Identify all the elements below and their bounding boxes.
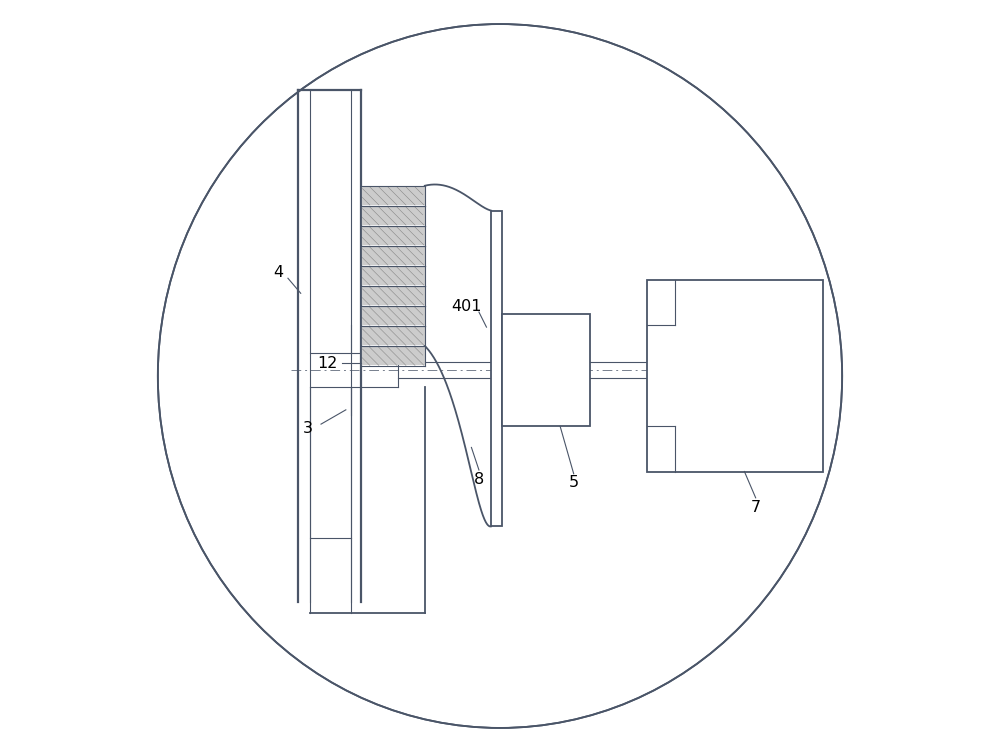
Text: 8: 8 [474,472,484,487]
Bar [361,267,425,285]
Text: 12: 12 [317,356,337,371]
Text: 5: 5 [569,475,579,490]
Bar [361,186,425,205]
Bar [361,207,425,225]
Text: 7: 7 [751,500,761,515]
Bar [361,307,425,326]
Bar [361,327,425,345]
Text: 3: 3 [303,421,313,436]
Text: 4: 4 [273,265,283,280]
Bar [502,314,590,426]
Bar [647,280,823,472]
Bar [361,287,425,305]
Ellipse shape [158,24,842,728]
Bar [491,211,502,526]
Text: 401: 401 [452,299,482,314]
Bar [361,247,425,265]
Bar [361,226,425,245]
Bar [361,347,425,365]
